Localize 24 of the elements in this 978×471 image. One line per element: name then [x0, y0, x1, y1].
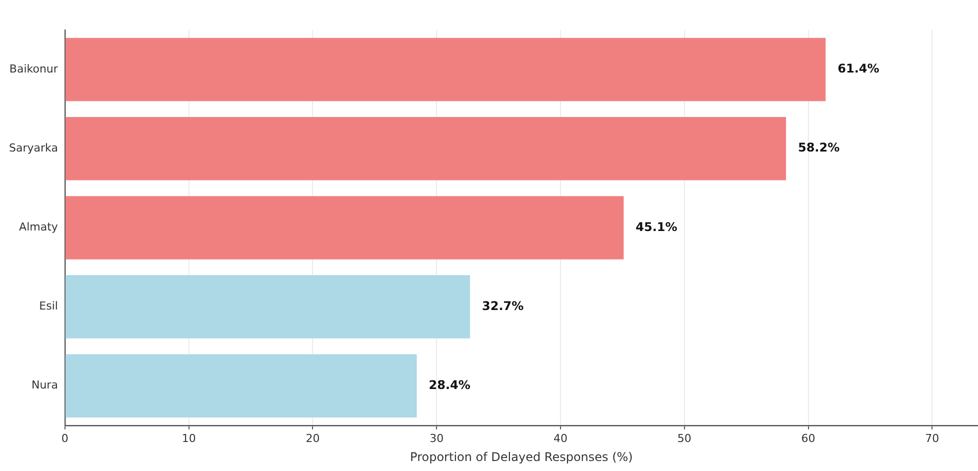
y-tick-label: Almaty — [19, 220, 58, 234]
data-label: 32.7% — [482, 298, 524, 313]
bar — [65, 196, 624, 260]
y-tick-label: Baikonur — [9, 62, 58, 76]
x-tick-label: 70 — [925, 432, 940, 445]
data-label: 58.2% — [798, 140, 840, 155]
bar — [65, 354, 417, 418]
x-tick-label: 60 — [801, 432, 816, 445]
x-tick-label: 40 — [553, 432, 568, 445]
y-tick-label: Nura — [31, 378, 58, 392]
data-label: 45.1% — [636, 220, 678, 234]
bar — [65, 38, 826, 102]
x-tick-label: 0 — [61, 432, 68, 445]
x-tick-label: 30 — [430, 432, 444, 445]
bar — [65, 116, 786, 180]
x-tick-label: 20 — [306, 432, 320, 445]
data-label: 61.4% — [838, 62, 880, 76]
data-label: 28.4% — [428, 378, 470, 392]
y-tick-label: Saryarka — [9, 141, 58, 154]
bar — [65, 275, 470, 338]
x-tick-label: 50 — [677, 432, 692, 445]
x-tick-label: 10 — [182, 432, 196, 445]
y-tick-label: Esil — [39, 300, 58, 313]
x-axis-title: Proportion of Delayed Responses (%) — [410, 450, 633, 464]
